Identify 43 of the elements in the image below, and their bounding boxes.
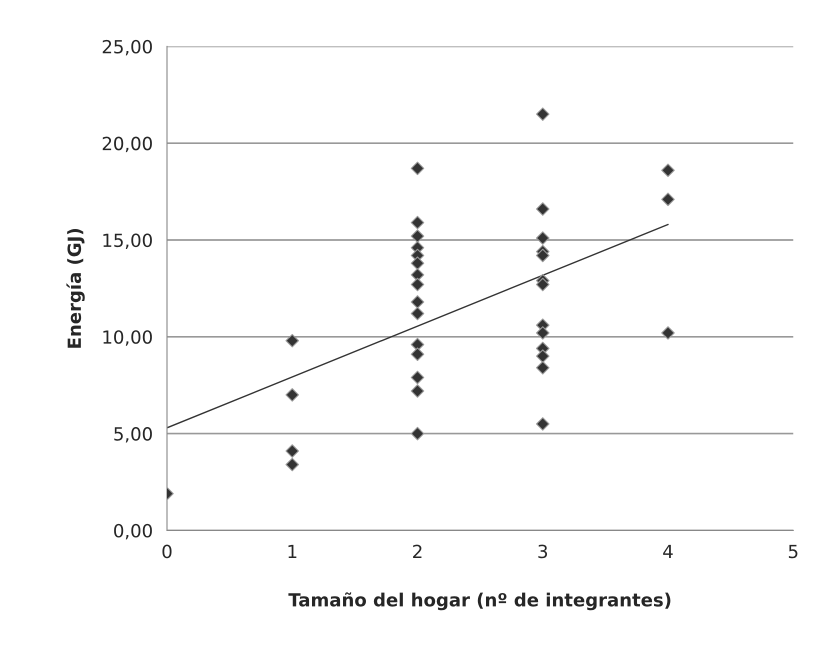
point (410, 256, 424, 270)
point (661, 192, 675, 206)
point (536, 107, 550, 121)
point (410, 268, 424, 282)
y-axis-title: Energía (GJ) (66, 228, 85, 348)
point (410, 306, 424, 320)
point (536, 326, 550, 340)
point (536, 231, 550, 245)
point (410, 338, 424, 352)
y-tick-label: 10,00 (103, 330, 152, 346)
point (410, 216, 424, 230)
point (536, 202, 550, 216)
point (536, 349, 550, 363)
point (661, 164, 675, 178)
point (536, 361, 550, 375)
point (536, 417, 550, 431)
x-tick-label: 4 (663, 544, 673, 558)
point (410, 229, 424, 243)
x-tick-label: 5 (788, 544, 798, 558)
point (410, 370, 424, 384)
point (410, 347, 424, 361)
y-tick-label: 15,00 (103, 233, 152, 249)
point (536, 248, 550, 262)
x-axis-title: Tamaño del hogar (nº de integrantes) (288, 592, 670, 610)
point (285, 458, 300, 472)
point (285, 388, 300, 402)
point (285, 444, 300, 458)
y-tick-label: 20,00 (102, 136, 152, 152)
y-tick-label: 5,00 (114, 427, 152, 443)
point (661, 326, 675, 340)
point (410, 278, 424, 292)
x-tick-label: 0 (162, 544, 172, 558)
point (410, 162, 424, 176)
y-tick-label: 25,00 (102, 40, 152, 56)
x-tick-label: 1 (288, 544, 296, 558)
point (410, 384, 424, 398)
point (410, 426, 424, 440)
point (410, 295, 424, 309)
point (536, 278, 550, 292)
point (285, 334, 300, 348)
x-tick-label: 2 (413, 544, 422, 558)
y-tick-label: 0,00 (114, 524, 152, 540)
x-tick-label: 3 (538, 544, 548, 558)
